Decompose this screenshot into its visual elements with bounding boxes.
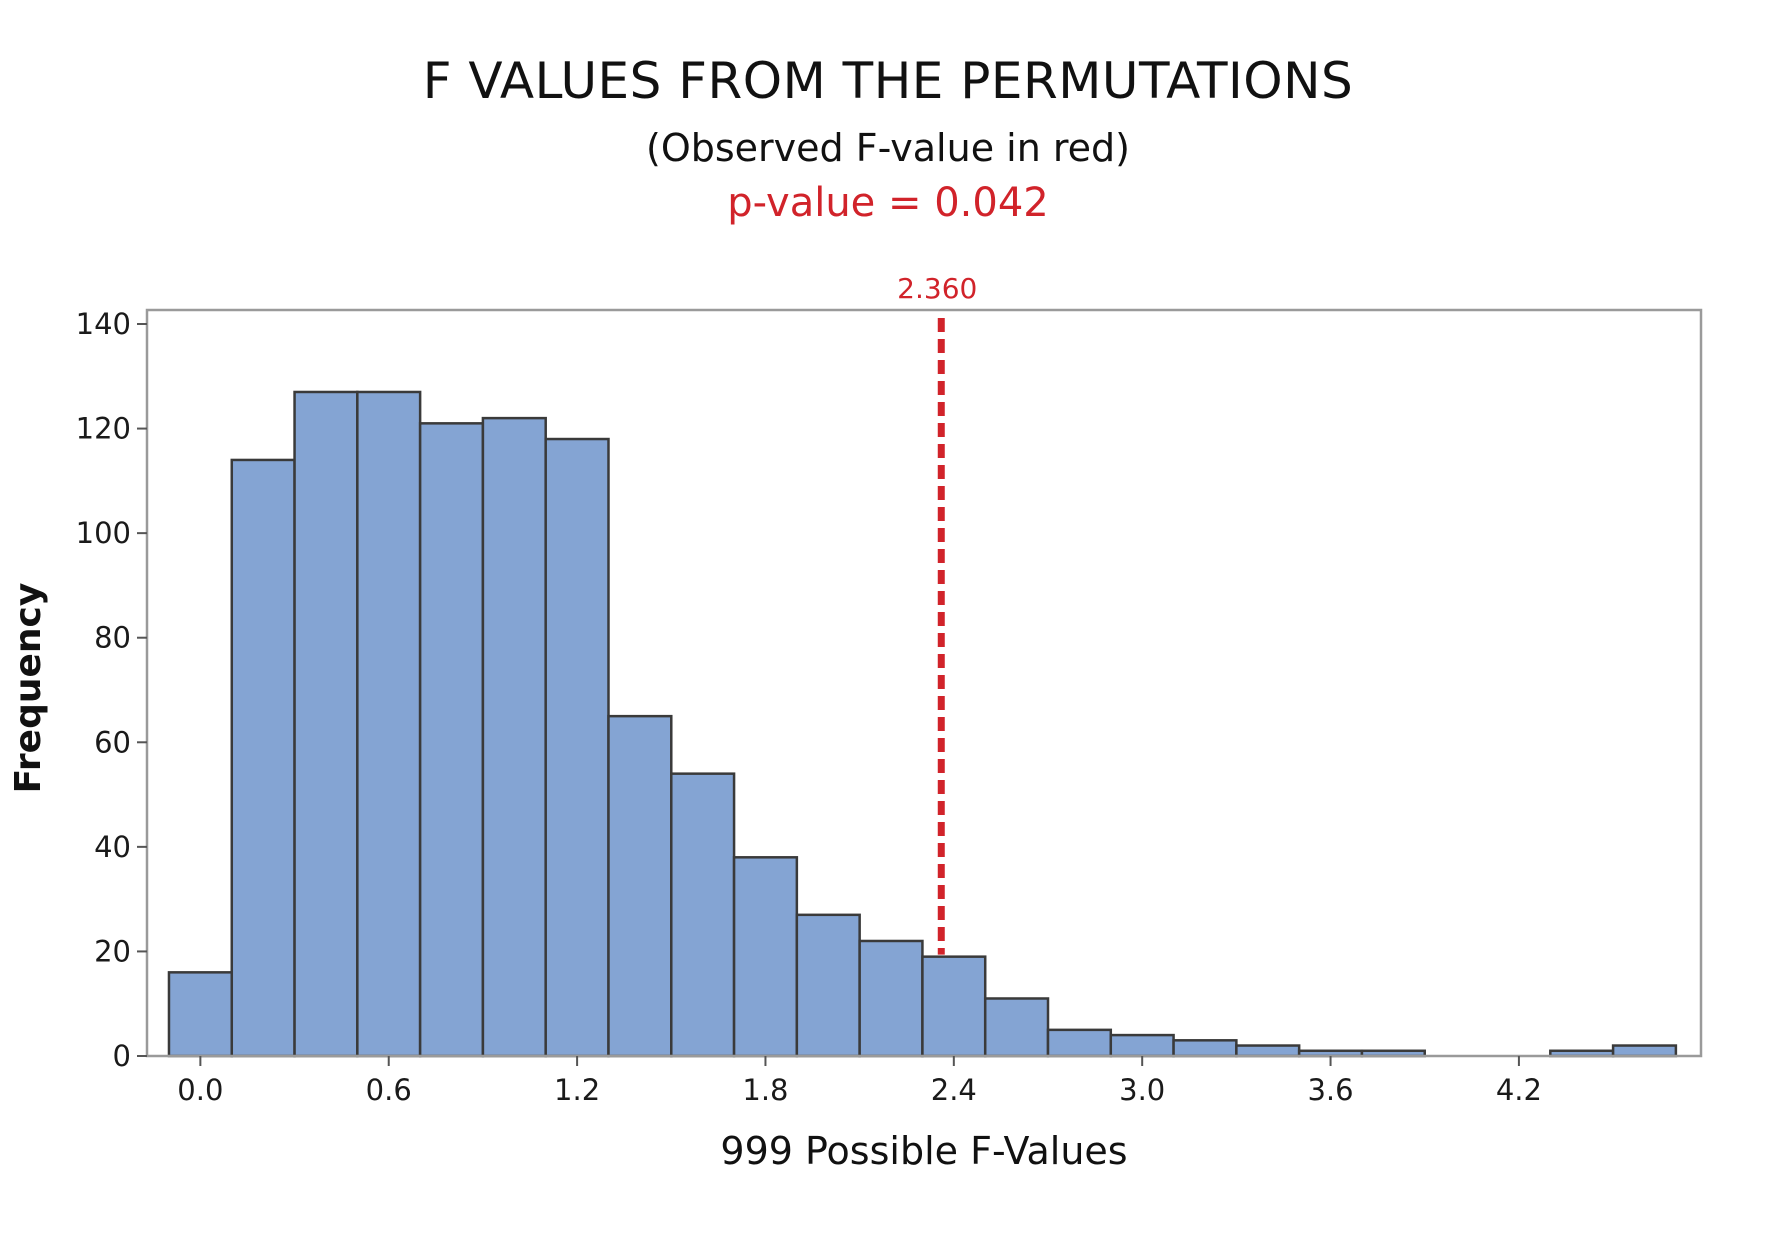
histogram-bar xyxy=(1172,1039,1238,1058)
histogram-bar xyxy=(167,971,234,1058)
x-axis-label: 999 Possible F-Values xyxy=(720,1129,1127,1173)
histogram-bar xyxy=(921,955,987,1058)
histogram-bar xyxy=(293,390,359,1058)
x-tick-label: 0.6 xyxy=(366,1073,412,1107)
x-tick-label: 2.4 xyxy=(931,1073,977,1107)
x-tick-label: 3.0 xyxy=(1119,1073,1165,1107)
histogram-bar xyxy=(670,772,736,1058)
histogram-bar xyxy=(1611,1044,1678,1058)
reference-layer: 2.360 xyxy=(897,272,977,955)
histogram-bar xyxy=(1109,1033,1175,1058)
y-tick-label: 60 xyxy=(94,725,131,759)
histogram-bar xyxy=(795,913,861,1058)
histogram-bar xyxy=(356,390,422,1058)
histogram-bar xyxy=(983,997,1050,1058)
histogram-bar xyxy=(607,714,673,1058)
x-tick-label: 3.6 xyxy=(1307,1073,1353,1107)
y-tick-label: 0 xyxy=(113,1039,131,1073)
y-tick-label: 120 xyxy=(76,412,131,446)
y-tick-label: 40 xyxy=(94,830,131,864)
histogram-bar xyxy=(230,458,296,1058)
y-tick-label: 20 xyxy=(94,934,131,968)
chart-title: F VALUES FROM THE PERMUTATIONS xyxy=(422,52,1354,110)
histogram-bar xyxy=(418,422,485,1058)
x-tick-label: 1.8 xyxy=(742,1073,788,1107)
histogram-bar xyxy=(544,437,610,1058)
plot-frame xyxy=(145,308,1703,1058)
observed-f-label: 2.360 xyxy=(897,272,977,305)
y-tick-label: 140 xyxy=(76,307,131,341)
y-tick-label: 100 xyxy=(76,516,131,550)
x-tick-label: 0.0 xyxy=(177,1073,223,1107)
bars-layer xyxy=(167,390,1678,1058)
axes-layer: 0 20 40 60 80 100 120 140 0.0 0.6 1.2 1.8 2.4 3.0 3.6 4… xyxy=(8,307,1703,1173)
x-tick-label: 1.2 xyxy=(554,1073,600,1107)
chart-subtitle: (Observed F-value in red) xyxy=(646,126,1130,170)
p-value-annotation: p-value = 0.042 xyxy=(727,180,1049,226)
histogram-bar xyxy=(1046,1028,1113,1058)
histogram-bar xyxy=(1235,1044,1301,1058)
x-tick-label: 4.2 xyxy=(1496,1073,1542,1107)
histogram-bar xyxy=(481,416,547,1058)
y-tick-label: 80 xyxy=(94,621,131,655)
y-axis-label: Frequency xyxy=(8,583,49,794)
histogram-bar xyxy=(858,939,924,1058)
histogram-bar xyxy=(732,856,799,1058)
